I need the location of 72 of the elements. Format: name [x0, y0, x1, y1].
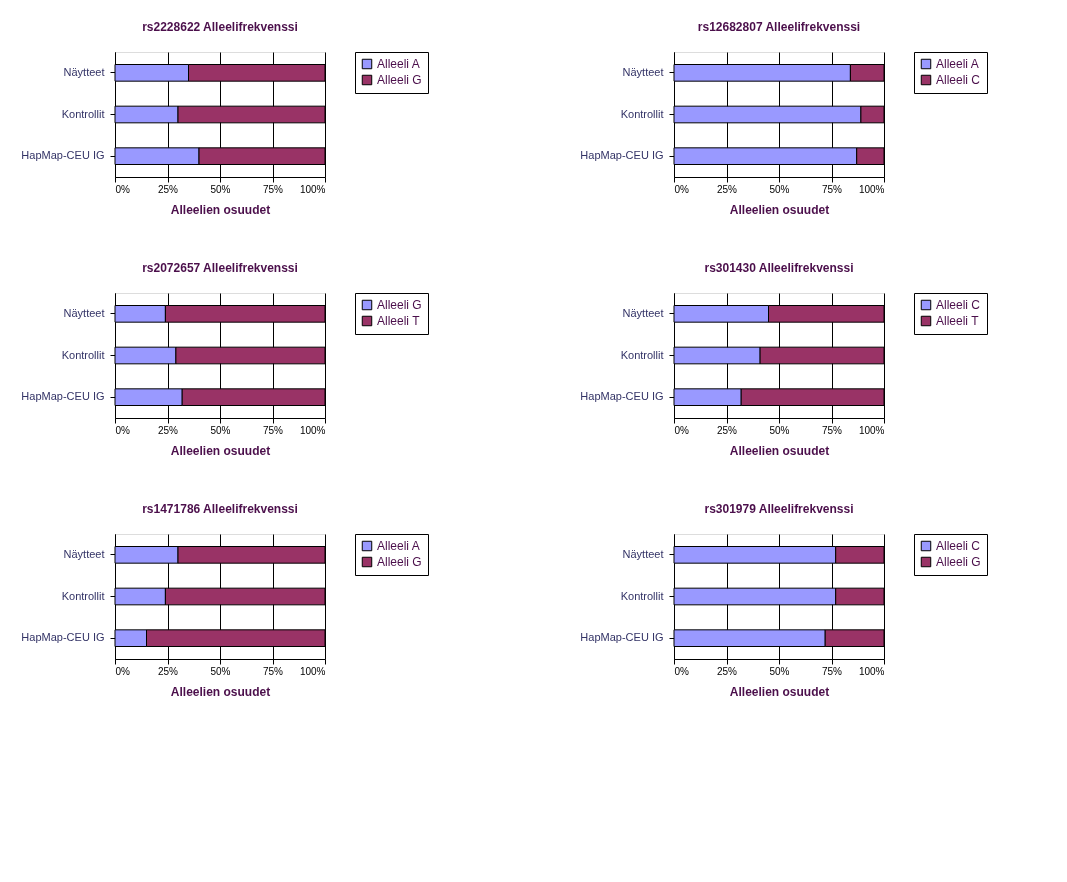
legend-label: Alleeli C: [936, 73, 981, 87]
x-axis-title: Alleelien osuudet: [729, 443, 830, 458]
y-tick-label: HapMap-CEU IG: [21, 390, 105, 403]
x-tick-label: 25%: [716, 183, 738, 195]
x-tick-label: 25%: [157, 424, 179, 436]
x-tick-label: 100%: [858, 183, 885, 195]
x-tick-label: 0%: [115, 424, 131, 436]
legend-label: Alleeli C: [936, 539, 981, 553]
x-tick-label: 100%: [299, 665, 326, 677]
chart-title: rs1471786 Alleelifrekvenssi: [142, 501, 298, 516]
x-tick-label: 25%: [716, 424, 738, 436]
legend-label: Alleeli A: [377, 57, 420, 71]
chart-title: rs12682807 Alleelifrekvenssi: [697, 19, 861, 34]
y-tick-label: Kontrollit: [620, 589, 664, 602]
x-tick-label: 50%: [769, 183, 790, 195]
x-axis-title: Alleelien osuudet: [729, 684, 830, 699]
x-tick-label: 0%: [674, 665, 690, 677]
chart-title: rs2228622 Alleelifrekvenssi: [142, 19, 298, 34]
x-tick-label: 0%: [115, 183, 131, 195]
y-tick-label: HapMap-CEU IG: [580, 149, 664, 162]
x-axis-title: Alleelien osuudet: [170, 202, 271, 217]
x-tick-label: 50%: [210, 424, 231, 436]
x-axis-title: Alleelien osuudet: [170, 443, 271, 458]
x-tick-label: 75%: [821, 424, 843, 436]
x-tick-label: 50%: [769, 424, 790, 436]
legend-label: Alleeli A: [377, 539, 420, 553]
x-tick-label: 0%: [115, 665, 131, 677]
x-tick-label: 100%: [858, 424, 885, 436]
chart-title: rs2072657 Alleelifrekvenssi: [142, 260, 298, 275]
x-tick-label: 25%: [157, 183, 179, 195]
x-tick-label: 50%: [210, 665, 231, 677]
y-tick-label: HapMap-CEU IG: [21, 631, 105, 644]
legend-label: Alleeli T: [936, 314, 980, 328]
x-tick-label: 0%: [674, 183, 690, 195]
x-tick-label: 25%: [157, 665, 179, 677]
x-axis-title: Alleelien osuudet: [170, 684, 271, 699]
x-tick-label: 75%: [262, 424, 284, 436]
y-tick-label: Kontrollit: [61, 589, 105, 602]
legend-label: Alleeli G: [377, 298, 422, 312]
y-tick-label: HapMap-CEU IG: [580, 631, 664, 644]
chart-title: rs301430 Alleelifrekvenssi: [704, 260, 854, 275]
legend-label: Alleeli G: [377, 555, 422, 569]
x-tick-label: 75%: [262, 183, 284, 195]
x-tick-label: 75%: [821, 183, 843, 195]
legend-label: Alleeli C: [936, 298, 981, 312]
chart-title: rs301979 Alleelifrekvenssi: [704, 501, 854, 516]
x-axis-title: Alleelien osuudet: [729, 202, 830, 217]
y-tick-label: Näytteet: [622, 547, 664, 560]
y-tick-label: Näytteet: [63, 65, 105, 78]
x-tick-label: 100%: [299, 424, 326, 436]
x-tick-label: 100%: [299, 183, 326, 195]
x-tick-label: 100%: [858, 665, 885, 677]
legend-label: Alleeli G: [936, 555, 981, 569]
x-tick-label: 0%: [674, 424, 690, 436]
legend-label: Alleeli T: [377, 314, 421, 328]
x-tick-label: 75%: [821, 665, 843, 677]
y-tick-label: Näytteet: [622, 65, 664, 78]
y-tick-label: Kontrollit: [620, 107, 664, 120]
x-tick-label: 75%: [262, 665, 284, 677]
y-tick-label: HapMap-CEU IG: [580, 390, 664, 403]
y-tick-label: Kontrollit: [61, 348, 105, 361]
legend-label: Alleeli G: [377, 73, 422, 87]
y-tick-label: Näytteet: [622, 306, 664, 319]
y-tick-label: Näytteet: [63, 306, 105, 319]
y-tick-label: Kontrollit: [61, 107, 105, 120]
x-tick-label: 25%: [716, 665, 738, 677]
y-tick-label: Kontrollit: [620, 348, 664, 361]
x-tick-label: 50%: [769, 665, 790, 677]
y-tick-label: HapMap-CEU IG: [21, 149, 105, 162]
y-tick-label: Näytteet: [63, 547, 105, 560]
x-tick-label: 50%: [210, 183, 231, 195]
legend-label: Alleeli A: [936, 57, 979, 71]
